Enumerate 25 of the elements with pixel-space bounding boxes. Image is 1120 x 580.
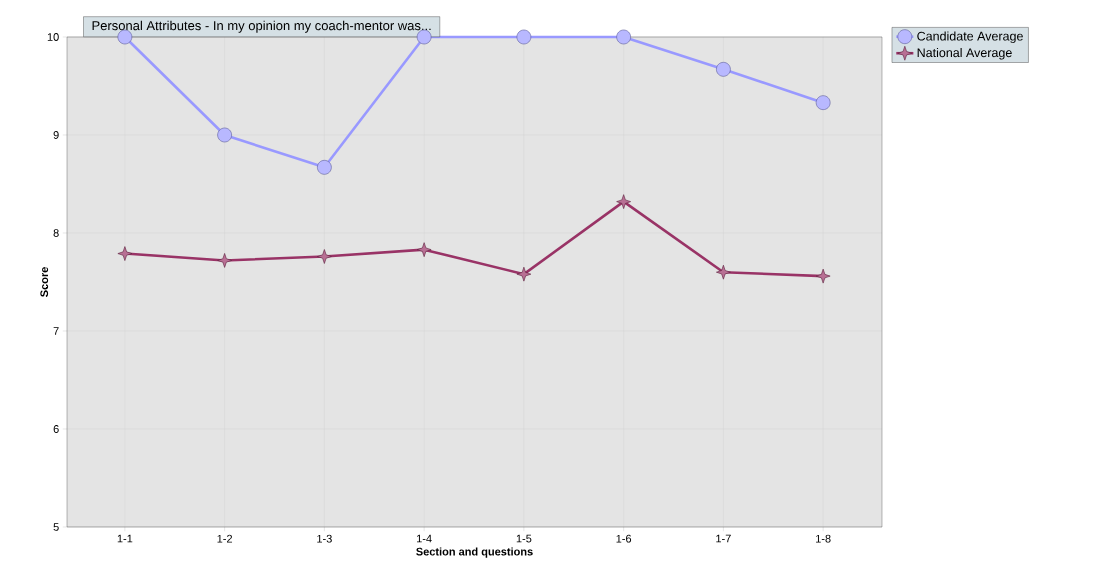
point (317, 160, 332, 175)
point (516, 29, 532, 45)
point (815, 95, 831, 110)
x-tick-label: 1-8 (816, 534, 831, 543)
x-tick-label: 1-6 (616, 534, 632, 543)
point (217, 127, 232, 143)
y-axis-title: Score (40, 267, 49, 297)
x-tick-label: 1-5 (516, 534, 532, 543)
x-tick-label: 1-2 (217, 534, 233, 543)
y-tick-label: 7 (53, 327, 59, 335)
y-tick-label: 9 (53, 131, 59, 139)
point (716, 62, 731, 77)
legend-label: Candidate Average (917, 31, 1023, 44)
y-tick-label: 8 (53, 229, 59, 237)
x-tick-label: 1-7 (716, 534, 731, 543)
x-tick-label: 1-1 (117, 534, 133, 543)
chart-title: Personal Attributes - In my opinion my coach-mentor was... (92, 20, 431, 33)
y-tick-label: 5 (53, 523, 59, 531)
point (616, 29, 631, 45)
y-tick-label: 10 (47, 33, 59, 41)
x-tick-label: 1-4 (417, 534, 432, 543)
x-tick-label: 1-3 (317, 534, 332, 543)
y-tick-label: 6 (53, 425, 59, 433)
legend-label: National Average (917, 47, 1012, 60)
x-axis-title: Section and questions (416, 547, 533, 558)
